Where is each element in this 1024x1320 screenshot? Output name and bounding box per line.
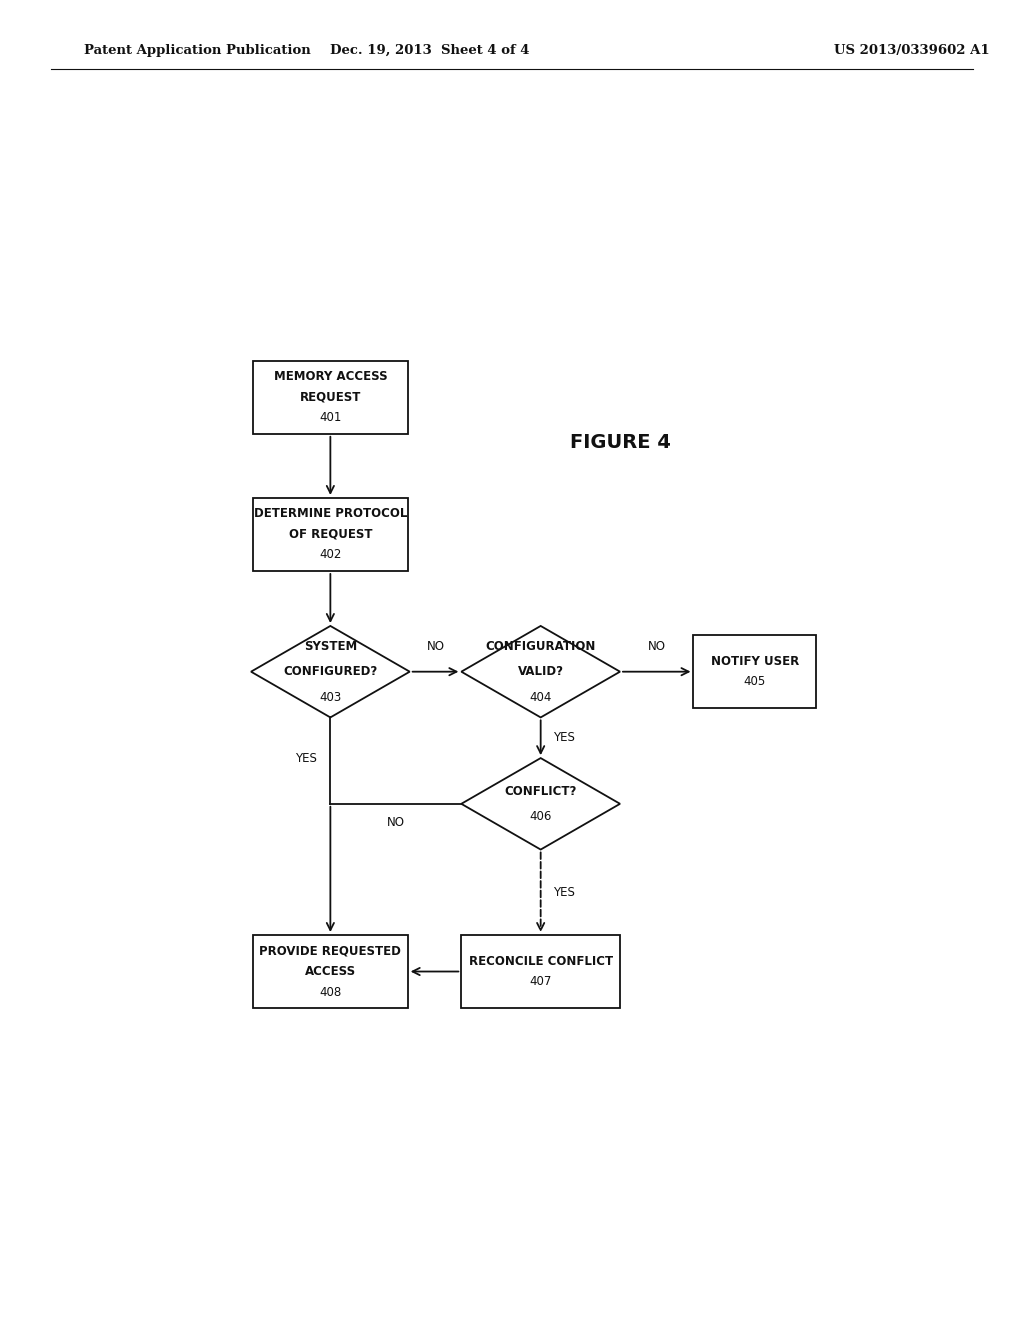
Text: US 2013/0339602 A1: US 2013/0339602 A1 xyxy=(834,44,989,57)
Text: 404: 404 xyxy=(529,690,552,704)
Text: NO: NO xyxy=(387,816,404,829)
Text: DETERMINE PROTOCOL: DETERMINE PROTOCOL xyxy=(254,507,408,520)
Text: SYSTEM: SYSTEM xyxy=(304,640,357,652)
Text: 401: 401 xyxy=(319,412,342,424)
Text: ACCESS: ACCESS xyxy=(305,965,356,978)
Text: NO: NO xyxy=(648,640,666,653)
Text: 407: 407 xyxy=(529,975,552,989)
Polygon shape xyxy=(251,626,410,718)
Text: YES: YES xyxy=(553,886,574,899)
Text: CONFIGURATION: CONFIGURATION xyxy=(485,640,596,652)
Text: MEMORY ACCESS: MEMORY ACCESS xyxy=(273,371,387,383)
Bar xyxy=(253,498,408,572)
Text: FIGURE 4: FIGURE 4 xyxy=(569,433,671,453)
Text: 403: 403 xyxy=(319,690,341,704)
Text: PROVIDE REQUESTED: PROVIDE REQUESTED xyxy=(259,945,401,957)
Text: 405: 405 xyxy=(743,676,766,689)
Polygon shape xyxy=(462,758,620,850)
Text: YES: YES xyxy=(295,751,316,764)
Text: 406: 406 xyxy=(529,810,552,824)
Text: NO: NO xyxy=(427,640,444,653)
Text: NOTIFY USER: NOTIFY USER xyxy=(711,655,799,668)
Text: Dec. 19, 2013  Sheet 4 of 4: Dec. 19, 2013 Sheet 4 of 4 xyxy=(331,44,529,57)
Bar xyxy=(253,935,408,1008)
Text: OF REQUEST: OF REQUEST xyxy=(289,528,372,541)
Text: 408: 408 xyxy=(319,986,341,998)
Bar xyxy=(253,360,408,434)
Text: CONFIGURED?: CONFIGURED? xyxy=(284,665,378,678)
Text: YES: YES xyxy=(553,731,574,744)
Bar xyxy=(693,635,816,709)
Text: 402: 402 xyxy=(319,548,342,561)
Bar xyxy=(462,935,621,1008)
Text: VALID?: VALID? xyxy=(518,665,563,678)
Text: Patent Application Publication: Patent Application Publication xyxy=(84,44,310,57)
Text: CONFLICT?: CONFLICT? xyxy=(505,784,577,797)
Polygon shape xyxy=(462,626,620,718)
Text: REQUEST: REQUEST xyxy=(300,391,361,404)
Text: RECONCILE CONFLICT: RECONCILE CONFLICT xyxy=(469,954,612,968)
